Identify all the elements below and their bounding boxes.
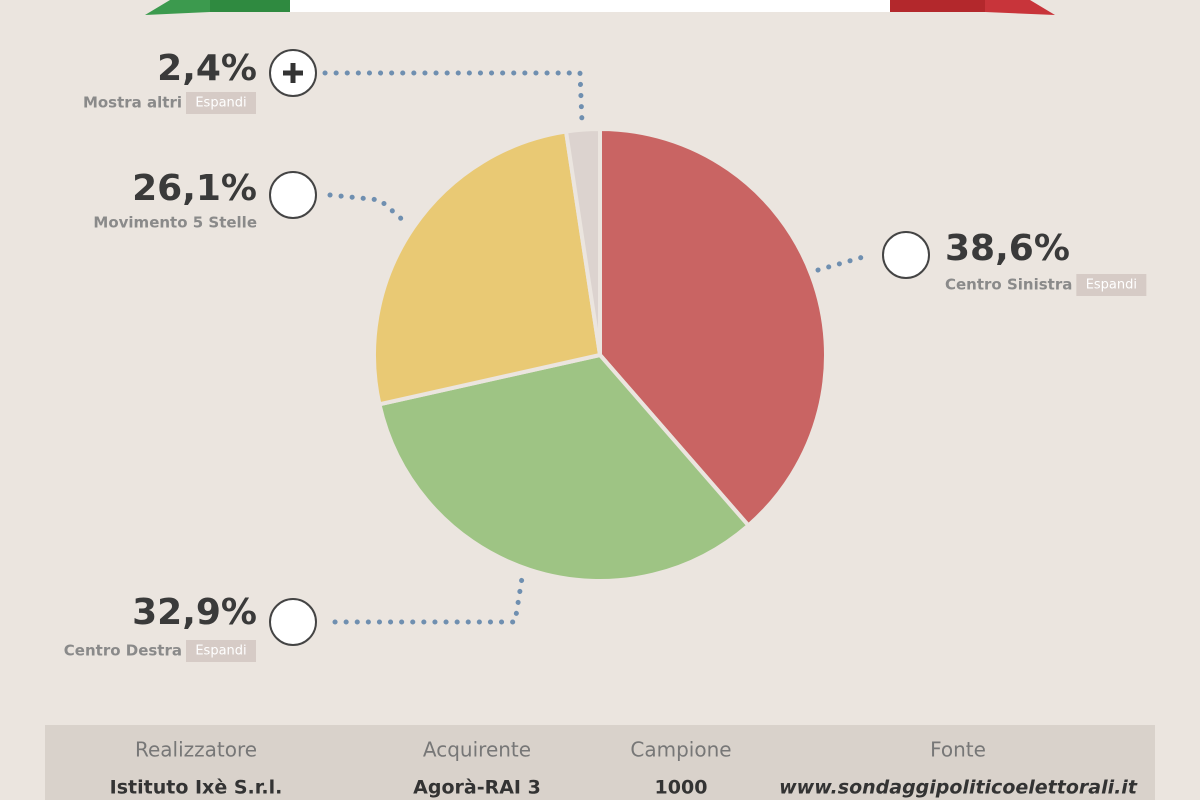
value-label: 26,1% — [132, 168, 257, 209]
category-label: Centro Destra — [64, 642, 182, 660]
footer-value: 1000 — [655, 777, 708, 799]
labels: 38,6% Centro Sinistra Espandi 32,9% Centro D… — [64, 48, 1147, 662]
footer-header: Realizzatore — [135, 738, 257, 762]
party-logo — [269, 598, 317, 646]
value-label: 32,9% — [132, 592, 257, 633]
flag-banner — [145, 0, 1055, 15]
pie — [372, 126, 828, 583]
value-label: 2,4% — [157, 48, 257, 89]
expand-button[interactable] — [1076, 274, 1147, 296]
category-label: Movimento 5 Stelle — [93, 214, 257, 232]
pie-slice — [598, 126, 828, 529]
category-label: Mostra altri — [83, 94, 182, 112]
value-label: 38,6% — [945, 228, 1070, 269]
expand-label[interactable]: Espandi — [195, 96, 246, 111]
footer: Realizzatore Istituto Ixè S.r.l. Acquirent… — [110, 738, 1138, 799]
leader-lines — [322, 70, 873, 625]
footer-header: Fonte — [930, 738, 986, 762]
footer-value: Istituto Ixè S.r.l. — [110, 777, 283, 799]
pie-slice — [563, 126, 602, 356]
party-logo — [882, 231, 930, 279]
pie-slice — [377, 352, 752, 583]
footer-value: Agorà-RAI 3 — [413, 777, 541, 799]
expand-label[interactable]: Espandi — [1086, 278, 1137, 293]
plus-icon — [283, 63, 303, 83]
footer-header: Campione — [630, 738, 731, 762]
party-logo — [269, 171, 317, 219]
expand-button[interactable] — [186, 92, 256, 114]
pie-slice — [372, 129, 603, 407]
expand-label[interactable]: Espandi — [195, 644, 246, 659]
category-label: Centro Sinistra — [945, 276, 1072, 294]
footer-value: www.sondaggipoliticoelettorali.it — [779, 777, 1138, 799]
expand-button[interactable] — [186, 640, 256, 662]
footer-header: Acquirente — [423, 738, 531, 762]
footer-box — [45, 725, 1155, 800]
